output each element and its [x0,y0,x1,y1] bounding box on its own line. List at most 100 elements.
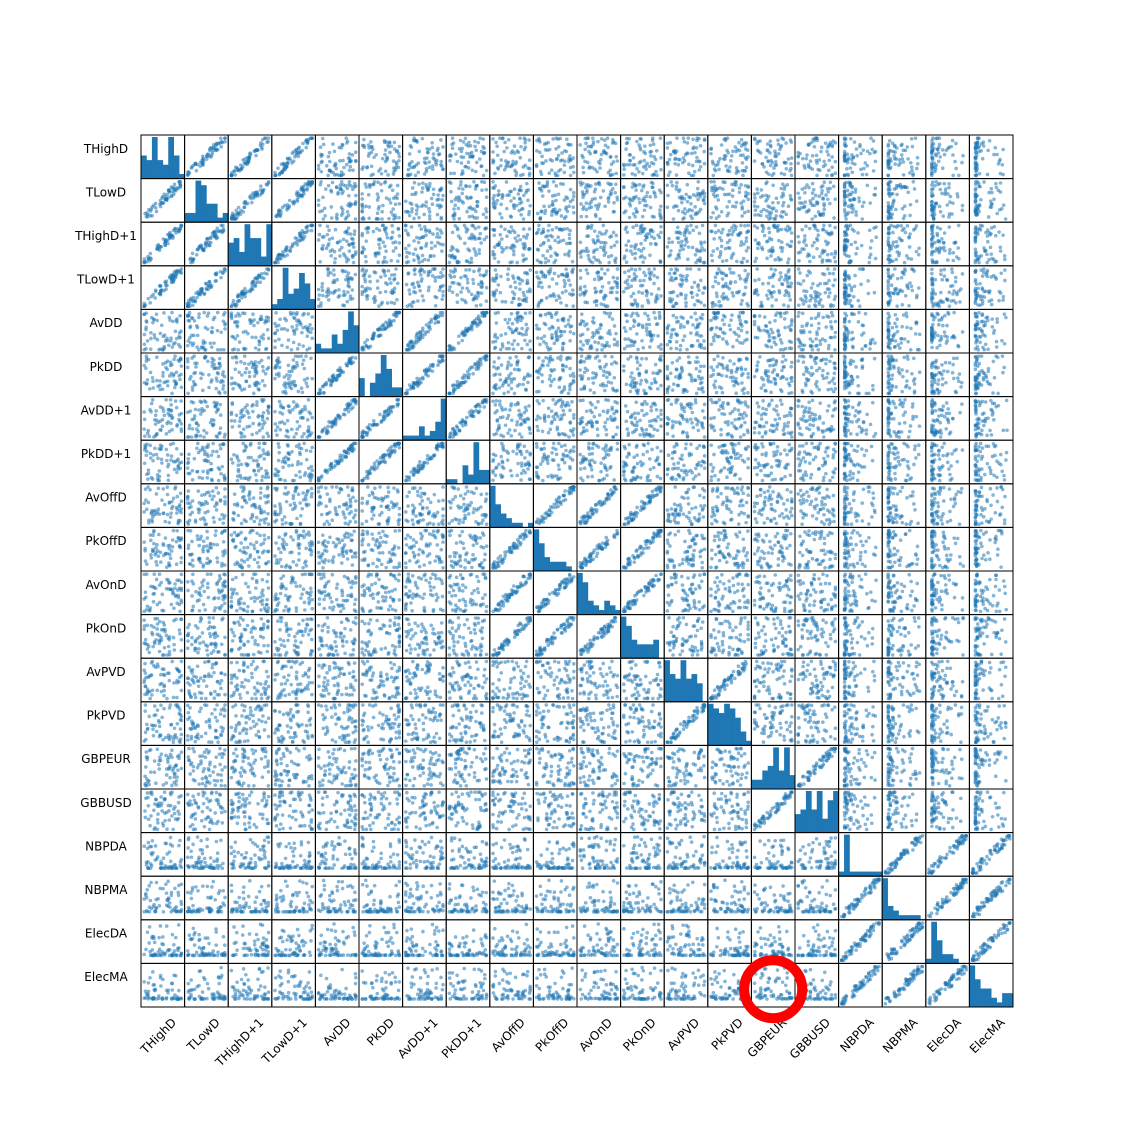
scatter-point [194,291,198,295]
scatter-point [279,162,284,166]
scatter-point [973,299,978,304]
scatter-point [570,197,575,202]
scatter-point [818,292,822,296]
scatter-point [873,256,878,261]
scatter-point [363,254,368,259]
scatter-point [811,281,815,286]
panel-tlowd-plus1-vs-elecda [925,265,970,310]
scatter-point [990,190,994,195]
scatter-point [450,230,455,235]
scatter-point [435,235,439,239]
scatter-point [612,200,616,205]
scatter-point [518,136,522,140]
scatter-point [892,198,896,203]
scatter-point [995,152,999,157]
scatter-point [344,162,349,167]
scatter-point [978,294,982,298]
scatter-point [365,230,370,235]
scatter-point [726,168,730,172]
scatter-point [589,205,594,209]
scatter-point [820,188,824,193]
scatter-point [977,171,982,176]
scatter-point [521,165,526,169]
scatter-point [892,224,896,229]
scatter-point [643,238,648,242]
scatter-point [547,284,552,289]
scatter-point [767,236,772,241]
scatter-point [492,228,496,232]
scatter-point [422,172,427,176]
scatter-point [155,318,159,323]
scatter-point [633,301,638,305]
scatter-point [254,190,258,195]
scatter-point [173,341,177,345]
scatter-point [668,253,673,257]
scatter-point [893,150,897,155]
scatter-point [425,150,430,154]
scatter-point [449,189,453,194]
scatter-point [610,137,615,142]
scatter-point [956,246,961,250]
scatter-point [843,270,848,275]
scatter-point [319,301,323,305]
scatter-point [548,269,553,274]
scatter-point [534,231,539,236]
scatter-point [629,267,634,271]
histogram-bar [244,224,251,266]
scatter-point [974,145,978,150]
scatter-point [427,228,432,233]
scatter-point [277,208,282,212]
scatter-point [716,281,721,286]
scatter-point [449,269,453,273]
scatter-point [860,267,865,271]
scatter-point [540,285,544,290]
scatter-point [780,240,784,244]
scatter-point [415,280,420,285]
histogram-bar [200,185,207,223]
scatter-point [316,304,321,309]
scatter-point [173,275,178,280]
scatter-point [309,330,313,335]
scatter-point [535,149,539,153]
scatter-point [711,173,716,178]
scatter-point [977,203,982,208]
scatter-point [427,206,431,211]
scatter-point [930,287,935,291]
scatter-point [484,187,489,192]
scatter-point [499,158,504,162]
scatter-point [632,196,637,200]
scatter-point [807,304,811,309]
scatter-point [788,197,793,201]
scatter-point [1003,217,1008,221]
scatter-point [421,298,426,303]
scatter-point [862,166,866,171]
scatter-point [472,247,476,251]
scatter-point [326,298,331,302]
scatter-point [542,240,546,245]
scatter-point [850,210,854,214]
scatter-point [470,223,474,228]
scatter-point [831,184,836,189]
scatter-point [389,281,393,285]
scatter-point [685,182,690,187]
scatter-point [853,190,858,194]
scatter-point [514,170,519,175]
scatter-point [210,153,214,157]
scatter-point [1001,203,1006,207]
scatter-point [475,199,479,204]
scatter-point [674,230,679,234]
scatter-point [194,168,199,173]
scatter-point [752,159,757,163]
scatter-point [277,171,282,176]
histogram-bar [288,293,294,310]
scatter-point [949,299,954,303]
scatter-point [222,348,226,352]
scatter-point [900,238,904,243]
scatter-point [471,154,475,158]
scatter-point [734,165,739,170]
scatter-point [266,136,271,140]
scatter-point [459,179,463,184]
scatter-point [905,224,910,228]
scatter-point [643,203,647,208]
scatter-point [450,146,455,151]
